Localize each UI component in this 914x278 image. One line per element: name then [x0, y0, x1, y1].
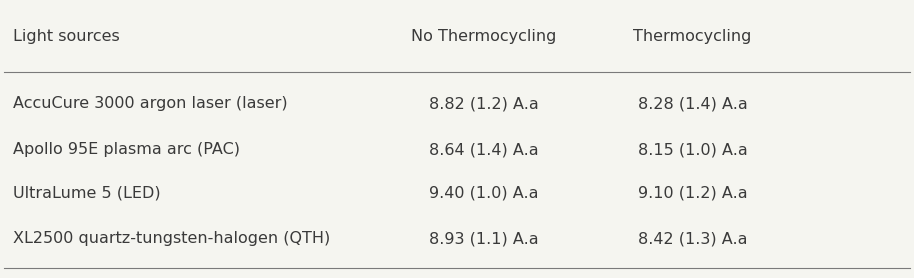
Text: Thermocycling: Thermocycling [633, 29, 751, 44]
Text: Apollo 95E plasma arc (PAC): Apollo 95E plasma arc (PAC) [13, 142, 240, 157]
Text: 8.28 (1.4) A.a: 8.28 (1.4) A.a [638, 96, 748, 111]
Text: 8.42 (1.3) A.a: 8.42 (1.3) A.a [638, 231, 748, 246]
Text: 8.93 (1.1) A.a: 8.93 (1.1) A.a [430, 231, 539, 246]
Text: AccuCure 3000 argon laser (laser): AccuCure 3000 argon laser (laser) [13, 96, 288, 111]
Text: 8.82 (1.2) A.a: 8.82 (1.2) A.a [430, 96, 539, 111]
Text: Light sources: Light sources [13, 29, 120, 44]
Text: UltraLume 5 (LED): UltraLume 5 (LED) [13, 185, 161, 200]
Text: 8.15 (1.0) A.a: 8.15 (1.0) A.a [638, 142, 748, 157]
Text: XL2500 quartz-tungsten-halogen (QTH): XL2500 quartz-tungsten-halogen (QTH) [13, 231, 331, 246]
Text: 9.10 (1.2) A.a: 9.10 (1.2) A.a [638, 185, 748, 200]
Text: 9.40 (1.0) A.a: 9.40 (1.0) A.a [430, 185, 539, 200]
Text: No Thermocycling: No Thermocycling [411, 29, 557, 44]
Text: 8.64 (1.4) A.a: 8.64 (1.4) A.a [430, 142, 539, 157]
